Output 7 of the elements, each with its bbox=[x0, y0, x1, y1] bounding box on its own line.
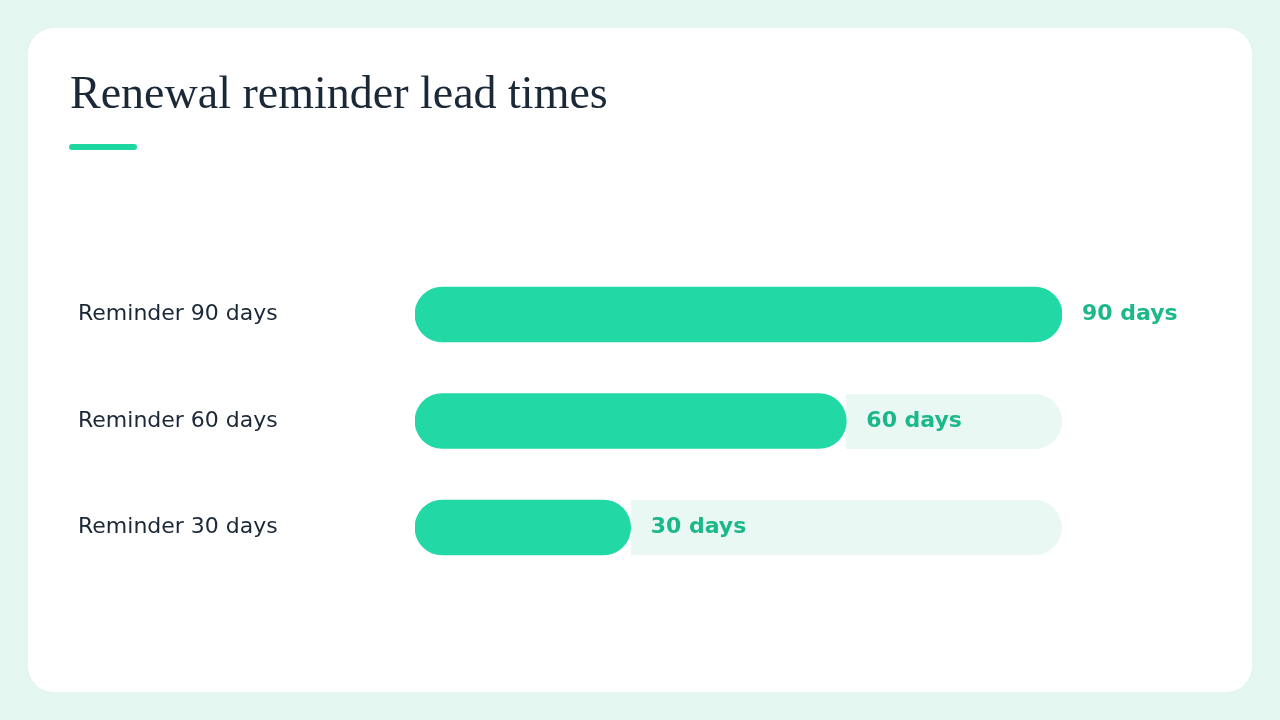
chart-title: Renewal reminder lead times bbox=[70, 66, 608, 119]
y-tick-label: Reminder 60 days bbox=[78, 406, 278, 432]
data-label: 30 days bbox=[650, 513, 747, 539]
data-label: 60 days bbox=[866, 406, 962, 432]
y-tick-label: Reminder 90 days bbox=[78, 300, 278, 326]
data-label: 90 days bbox=[1082, 300, 1178, 326]
y-tick-label: Reminder 30 days bbox=[78, 513, 278, 539]
